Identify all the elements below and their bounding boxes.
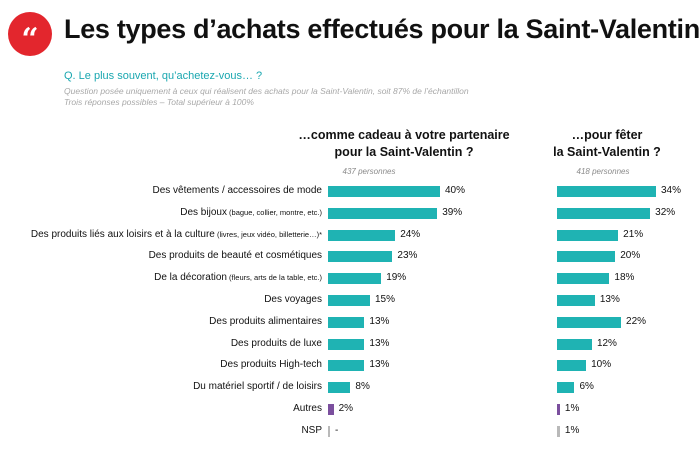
chart-right-title-line-1: …pour fêter — [571, 128, 643, 142]
chart-left-title-line-2: pour la Saint-Valentin ? — [334, 145, 474, 159]
value-label-left: 13% — [369, 359, 390, 371]
bar-right — [557, 360, 587, 372]
category-label-detail: (livres, jeux vidéo, billetterie…)* — [214, 229, 322, 239]
chart-right-title-line-2: la Saint-Valentin ? — [553, 145, 661, 159]
category-label: Des produits de beauté et cosmétiques — [0, 249, 322, 263]
bar-right — [557, 186, 656, 197]
category-label-text: NSP — [301, 424, 322, 436]
value-label-left: 19% — [386, 272, 407, 284]
bar-left — [328, 251, 393, 263]
value-label-left: 24% — [400, 228, 421, 240]
category-label-text: Autres — [293, 403, 322, 414]
category-label: Des produits High-tech — [0, 358, 322, 372]
category-label: NSP — [0, 424, 322, 438]
bar-left — [328, 186, 440, 197]
value-label-left: 15% — [375, 294, 396, 305]
category-label-text: Des voyages — [264, 294, 322, 305]
category-label-text: Des bijoux — [180, 206, 227, 218]
category-label: Des produits liés aux loisirs et à la cu… — [0, 228, 322, 242]
bar-left — [328, 338, 365, 350]
chart-left-title-line-1: …comme cadeau à votre partenaire — [298, 128, 510, 142]
question-text: Q. Le plus souvent, qu’achetez-vous… ? — [64, 70, 263, 82]
value-label-left: 39% — [442, 206, 463, 218]
category-label: Du matériel sportif / de loisirs — [0, 380, 322, 394]
category-label-text: Des produits alimentaires — [209, 315, 322, 327]
category-label: Des produits de luxe — [0, 337, 322, 351]
category-label: Des produits alimentaires — [0, 315, 322, 329]
category-label-detail: (bague, collier, montre, etc.) — [226, 207, 322, 217]
category-label: De la décoration (fleurs, arts de la tab… — [0, 271, 322, 285]
value-label-right: 34% — [661, 185, 682, 196]
value-label-right: 1% — [564, 424, 580, 436]
category-label: Des vêtements / accessoires de mode — [0, 184, 322, 198]
chart-left-title: …comme cadeau à votre partenaire pour la… — [264, 127, 544, 161]
category-label-text: Des vêtements / accessoires de mode — [152, 185, 322, 196]
bar-left — [328, 360, 365, 372]
chart-left-subtitle: 437 personnes — [342, 167, 396, 176]
value-label-right: 18% — [614, 272, 635, 284]
page-title: Les types d’achats effectués pour la Sai… — [64, 14, 700, 44]
category-label-text: Des produits liés aux loisirs et à la cu… — [30, 228, 215, 240]
category-label-text: Des produits de beauté et cosmétiques — [148, 250, 322, 262]
chart-right-title: …pour fêter la Saint-Valentin ? — [527, 127, 687, 161]
category-label: Autres — [0, 402, 322, 416]
quote-icon: “ — [8, 12, 52, 57]
bar-left — [328, 404, 334, 415]
bar-left — [328, 229, 396, 241]
value-label-left: 23% — [397, 250, 418, 262]
bar-left — [328, 273, 382, 285]
value-label-left: 2% — [338, 403, 354, 414]
bar-right — [557, 273, 610, 285]
bar-left — [328, 207, 438, 219]
category-label-text: Des produits de luxe — [230, 337, 322, 349]
bar-right — [557, 404, 560, 415]
category-label-detail: (fleurs, arts de la table, etc.) — [226, 273, 322, 283]
bar-right — [557, 382, 575, 394]
category-label-text: Des produits High-tech — [220, 359, 322, 371]
bar-right — [557, 251, 616, 263]
category-label: Des voyages — [0, 293, 322, 307]
value-label-left: - — [335, 424, 339, 436]
bar-left — [328, 316, 365, 328]
value-label-right: 1% — [564, 403, 580, 414]
category-label-text: Du matériel sportif / de loisirs — [193, 381, 322, 393]
bar-right — [557, 229, 619, 241]
value-label-left: 40% — [445, 185, 466, 196]
bar-right — [557, 338, 592, 350]
note-1: Question posée uniquement à ceux qui réa… — [64, 86, 469, 96]
category-label: Des bijoux (bague, collier, montre, etc.… — [0, 206, 322, 220]
value-label-right: 13% — [599, 294, 620, 305]
value-label-left: 13% — [369, 337, 390, 349]
value-label-right: 10% — [591, 359, 612, 371]
value-label-right: 21% — [623, 228, 644, 240]
bar-right — [557, 425, 560, 437]
value-label-left: 8% — [355, 381, 370, 393]
note-2: Trois réponses possibles – Total supérie… — [64, 97, 254, 107]
category-label-text: De la décoration — [154, 272, 227, 284]
bar-left — [328, 295, 370, 306]
bar-right — [557, 207, 651, 219]
value-label-right: 32% — [655, 206, 676, 218]
value-label-right: 20% — [620, 250, 641, 262]
bar-right — [557, 316, 622, 328]
bar-left — [328, 382, 351, 394]
bar-left — [328, 425, 330, 437]
value-label-right: 12% — [596, 337, 617, 349]
value-label-left: 13% — [369, 315, 390, 327]
chart-right-subtitle: 418 personnes — [576, 167, 630, 176]
bar-right — [557, 295, 595, 306]
value-label-right: 6% — [579, 381, 594, 393]
value-label-right: 22% — [626, 315, 647, 327]
